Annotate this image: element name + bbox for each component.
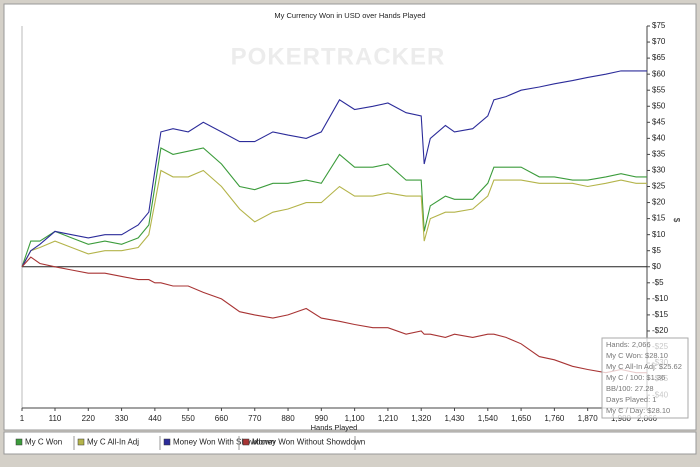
series-line bbox=[21, 147, 647, 267]
x-tick-label: 1 bbox=[20, 414, 25, 423]
legend-swatch bbox=[163, 438, 171, 446]
x-tick-label: 550 bbox=[181, 414, 195, 423]
legend-item: My C Won bbox=[15, 436, 75, 450]
x-tick-label: 1,650 bbox=[511, 414, 532, 423]
legend-item: Money Won Without Showdown bbox=[242, 436, 365, 450]
y-tick-label: $30 bbox=[652, 166, 666, 175]
x-tick-label: 1,210 bbox=[378, 414, 399, 423]
series-line bbox=[21, 169, 647, 268]
x-tick-label: 1,760 bbox=[544, 414, 565, 423]
x-tick-label: 2,066 bbox=[637, 414, 658, 423]
y-tick-label: $15 bbox=[652, 214, 666, 223]
x-tick-label: 1,980 bbox=[611, 414, 632, 423]
y-tick-label: $20 bbox=[652, 198, 666, 207]
y-tick-label: $65 bbox=[652, 53, 666, 62]
y-tick-label: $50 bbox=[652, 101, 666, 110]
legend-label: My C Won bbox=[25, 438, 62, 447]
y-tick-label: -$10 bbox=[652, 294, 669, 303]
legend-label: My C All-In Adj bbox=[87, 438, 139, 447]
x-tick-label: 330 bbox=[115, 414, 129, 423]
series-line bbox=[21, 256, 647, 374]
x-tick-label: 770 bbox=[248, 414, 262, 423]
y-tick-label: $45 bbox=[652, 117, 666, 126]
legend-item: Money Won With Showdown bbox=[163, 436, 275, 450]
chart-title: My Currency Won in USD over Hands Played bbox=[274, 11, 425, 20]
legend-frame bbox=[3, 431, 697, 455]
y-axis-label: $ bbox=[672, 218, 681, 223]
x-axis-label: Hands Played bbox=[311, 423, 358, 432]
y-tick-label: $25 bbox=[652, 182, 666, 191]
y-tick-label: $60 bbox=[652, 69, 666, 78]
x-tick-label: 1,320 bbox=[411, 414, 432, 423]
x-tick-label: 1,870 bbox=[578, 414, 599, 423]
tooltip-line: My C / Day: $28.10 bbox=[606, 406, 670, 415]
legend-swatch bbox=[15, 438, 23, 446]
legend-item: My C All-In Adj bbox=[77, 436, 161, 450]
x-tick-label: 110 bbox=[49, 414, 62, 423]
x-tick-label: 660 bbox=[215, 414, 229, 423]
tooltip-line: My C Won: $28.10 bbox=[606, 351, 668, 360]
y-tick-label: $40 bbox=[652, 133, 666, 142]
watermark: POKERTRACKER bbox=[231, 43, 446, 70]
tooltip-line: My C / 100: $1.36 bbox=[606, 373, 665, 382]
tooltip-line: BB/100: 27.28 bbox=[606, 384, 654, 393]
tooltip-box bbox=[601, 337, 689, 419]
tooltip-line: Days Played: 1 bbox=[606, 395, 656, 404]
x-tick-label: 220 bbox=[82, 414, 96, 423]
x-tick-label: 1,430 bbox=[444, 414, 465, 423]
y-tick-label: $70 bbox=[652, 37, 666, 46]
x-tick-label: 1,100 bbox=[345, 414, 366, 423]
y-tick-label: -$15 bbox=[652, 310, 669, 319]
y-tick-label: $55 bbox=[652, 85, 666, 94]
y-tick-label: $0 bbox=[652, 262, 661, 271]
x-tick-label: 1,540 bbox=[478, 414, 499, 423]
legend-label: Money Won Without Showdown bbox=[252, 438, 365, 447]
x-tick-label: 440 bbox=[148, 414, 162, 423]
y-tick-label: $75 bbox=[652, 21, 666, 30]
y-tick-label: $10 bbox=[652, 230, 666, 239]
tooltip-line: My C All-In Adj: $25.62 bbox=[606, 362, 682, 371]
y-tick-label: $5 bbox=[652, 246, 661, 255]
legend-swatch bbox=[242, 438, 250, 446]
y-tick-label: -$20 bbox=[652, 326, 669, 335]
legend-swatch bbox=[77, 438, 85, 446]
y-tick-label: -$5 bbox=[652, 278, 664, 287]
x-tick-label: 990 bbox=[315, 414, 329, 423]
legend-label: Money Won With Showdown bbox=[173, 438, 275, 447]
tooltip-line: Hands: 2,066 bbox=[606, 340, 651, 349]
series-line bbox=[21, 70, 647, 268]
chart-frame bbox=[3, 3, 697, 431]
x-tick-label: 880 bbox=[281, 414, 295, 423]
y-tick-label: $35 bbox=[652, 150, 666, 159]
